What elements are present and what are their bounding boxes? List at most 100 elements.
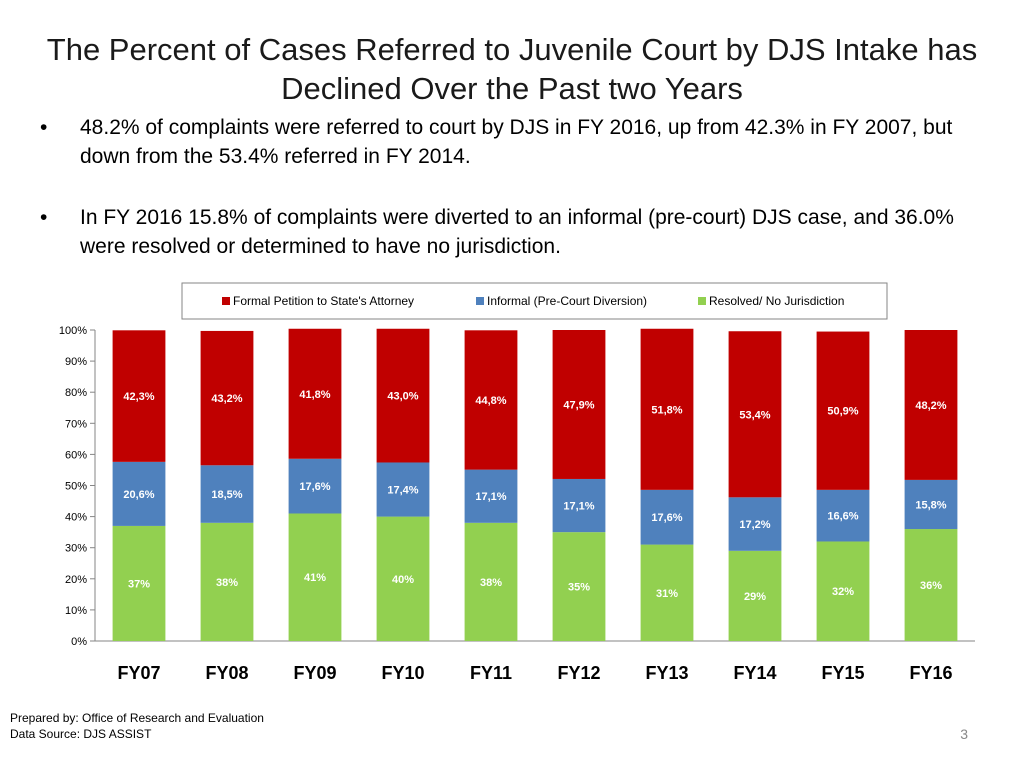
y-tick-label: 20% (65, 574, 87, 586)
y-tick-label: 0% (71, 636, 87, 648)
bar-value-label: 38% (480, 577, 502, 589)
footer-data-source: Data Source: DJS ASSIST (10, 727, 152, 741)
y-tick-label: 30% (65, 543, 87, 555)
x-category-label: FY13 (645, 663, 688, 683)
bar-segment (464, 469, 518, 523)
y-tick-label: 50% (65, 481, 87, 493)
bar-segment (464, 330, 518, 470)
x-category-label: FY16 (909, 663, 952, 683)
bar-value-label: 50,9% (827, 406, 858, 418)
bullet-list: • 48.2% of complaints were referred to c… (40, 113, 1000, 293)
bar-segment (200, 330, 254, 466)
bar-value-label: 37% (128, 578, 150, 590)
bar-segment (376, 328, 430, 463)
bar-value-label: 31% (656, 588, 678, 600)
bar-segment (464, 522, 518, 641)
bar-segment (728, 497, 782, 551)
bar-segment (728, 331, 782, 498)
bar-value-label: 41% (304, 572, 326, 584)
bar-value-label: 43,0% (387, 391, 418, 403)
bar-value-label: 17,2% (739, 519, 770, 531)
bar-segment (816, 489, 870, 542)
bar-value-label: 17,6% (651, 512, 682, 524)
bar-segment (200, 522, 254, 641)
bar-segment (288, 458, 342, 514)
bar-segment (112, 525, 166, 641)
legend-swatch (222, 297, 230, 305)
bar-value-label: 40% (392, 574, 414, 586)
bar-segment (552, 330, 606, 479)
bullet-item: • In FY 2016 15.8% of complaints were di… (40, 203, 1000, 261)
footer: Prepared by: Office of Research and Eval… (10, 710, 264, 742)
bar-value-label: 17,1% (563, 501, 594, 513)
y-tick-label: 70% (65, 418, 87, 430)
slide-title: The Percent of Cases Referred to Juvenil… (46, 32, 978, 106)
bar-segment (376, 516, 430, 641)
bar-segment (552, 478, 606, 533)
bar-value-label: 20,6% (123, 489, 154, 501)
bar-value-label: 41,8% (299, 389, 330, 401)
bar-segment (288, 513, 342, 641)
y-tick-label: 40% (65, 512, 87, 524)
bar-value-label: 18,5% (211, 489, 242, 501)
x-category-label: FY09 (293, 663, 336, 683)
bar-segment (112, 330, 166, 462)
y-tick-label: 10% (65, 605, 87, 617)
bar-value-label: 17,1% (475, 491, 506, 503)
bar-segment (816, 331, 870, 490)
bar-value-label: 47,9% (563, 399, 594, 411)
bullet-text: In FY 2016 15.8% of complaints were dive… (80, 206, 954, 258)
bar-value-label: 17,4% (387, 485, 418, 497)
y-tick-label: 80% (65, 387, 87, 399)
bar-value-label: 15,8% (915, 499, 946, 511)
bar-value-label: 48,2% (915, 400, 946, 412)
stacked-bar-chart: 0% 10% 20% 30% 40% 50% 60% 70% 80% 90% 100% 37% 20,6… (59, 282, 975, 683)
bar-segment (552, 532, 606, 641)
bar-value-label: 36% (920, 580, 942, 592)
footer-prepared-by: Prepared by: Office of Research and Eval… (10, 711, 264, 725)
x-category-label: FY15 (821, 663, 864, 683)
bar-value-label: 51,8% (651, 404, 682, 416)
bar-value-label: 44,8% (475, 395, 506, 407)
legend-swatch (476, 297, 484, 305)
bar-value-label: 17,6% (299, 481, 330, 493)
bar-segment (904, 479, 958, 530)
bullet-text: 48.2% of complaints were referred to cou… (80, 116, 953, 168)
bar-segment (640, 328, 694, 490)
bar-segment (904, 330, 958, 480)
legend-swatch (698, 297, 706, 305)
y-tick-label: 100% (59, 325, 87, 337)
bar-value-label: 43,2% (211, 393, 242, 405)
bar-segment (288, 328, 342, 459)
x-category-label: FY08 (205, 663, 248, 683)
y-tick-label: 60% (65, 449, 87, 461)
bar-segment (728, 550, 782, 641)
bar-segment (904, 529, 958, 641)
bar-value-label: 16,6% (827, 511, 858, 523)
bar-segment (376, 462, 430, 517)
bar-segment (640, 544, 694, 641)
bar-segment (200, 465, 254, 523)
bar-value-label: 32% (832, 586, 854, 598)
x-category-label: FY10 (381, 663, 424, 683)
bullet-item: • 48.2% of complaints were referred to c… (40, 113, 1000, 171)
bullet-glyph: • (40, 116, 48, 139)
bar-segment (112, 461, 166, 526)
bar-value-label: 35% (568, 582, 590, 594)
bullet-glyph: • (40, 206, 48, 229)
legend-label: Informal (Pre-Court Diversion) (487, 294, 647, 308)
legend-box (181, 282, 888, 320)
page-number: 3 (960, 726, 968, 742)
y-tick-label: 90% (65, 356, 87, 368)
bar-value-label: 42,3% (123, 391, 154, 403)
legend-label: Resolved/ No Jurisdiction (709, 294, 844, 308)
bar-value-label: 38% (216, 577, 238, 589)
bar-value-label: 29% (744, 591, 766, 603)
bar-value-label: 53,4% (739, 409, 770, 421)
x-category-label: FY14 (733, 663, 776, 683)
x-category-label: FY12 (557, 663, 600, 683)
x-category-label: FY07 (117, 663, 160, 683)
legend-label: Formal Petition to State's Attorney (233, 294, 414, 308)
bar-segment (640, 489, 694, 545)
bar-segment (816, 541, 870, 641)
